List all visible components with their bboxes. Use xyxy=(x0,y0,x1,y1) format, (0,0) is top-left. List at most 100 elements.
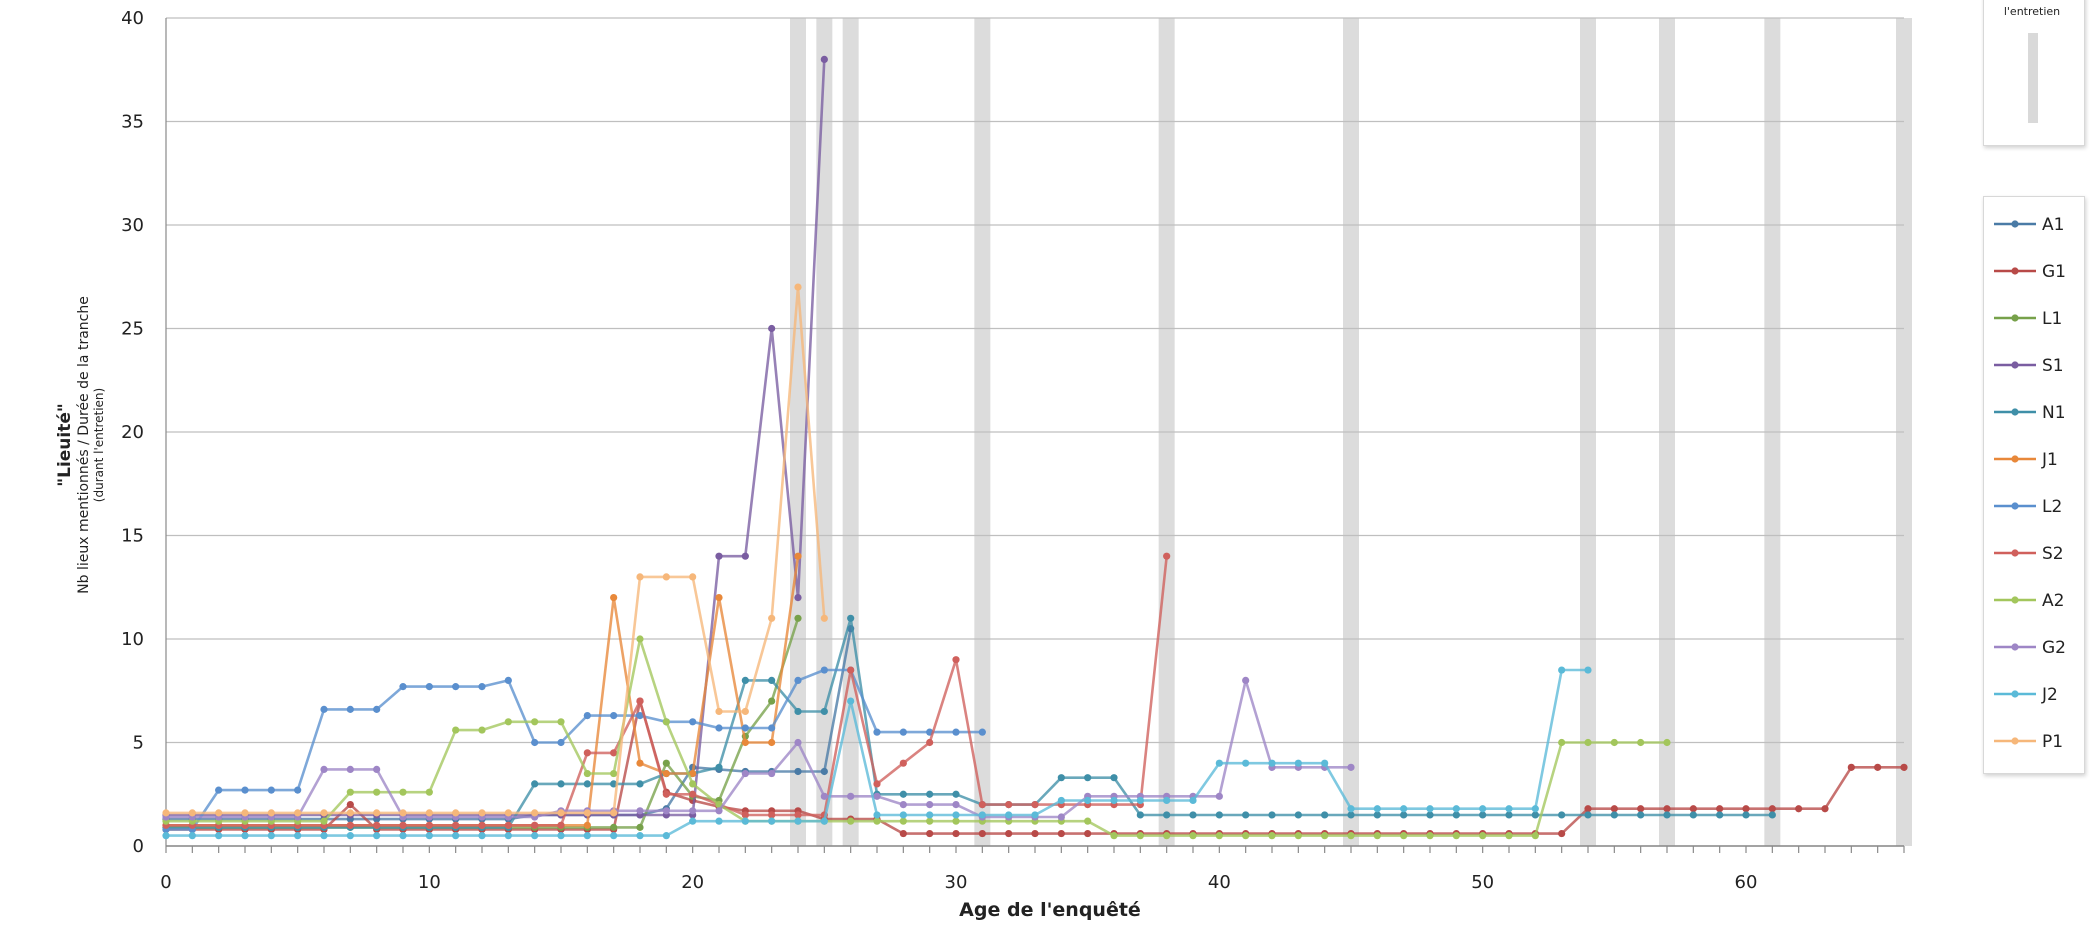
point-P1-4 xyxy=(267,809,275,817)
point-G2-25 xyxy=(820,792,828,800)
point-J2-42 xyxy=(1268,759,1276,767)
legend-item-J1: J1 xyxy=(1994,450,2058,470)
point-J1-24 xyxy=(794,552,802,560)
point-A2-9 xyxy=(399,788,407,796)
point-A2-13 xyxy=(504,718,512,726)
point-A1-25 xyxy=(820,767,828,776)
point-L2-20 xyxy=(689,718,697,726)
point-J2-45 xyxy=(1347,805,1355,813)
point-G1-7 xyxy=(346,801,354,809)
point-G2-24 xyxy=(794,738,802,747)
point-N1-18 xyxy=(636,780,644,788)
legend-label-P1: P1 xyxy=(2042,732,2063,752)
point-A2-45 xyxy=(1347,832,1355,840)
point-G1-56 xyxy=(1637,805,1645,813)
x-tick-label-60: 60 xyxy=(1735,872,1758,893)
point-J2-17 xyxy=(610,832,618,840)
x-tick-label-30: 30 xyxy=(945,872,968,893)
point-L2-15 xyxy=(557,738,565,747)
point-S2-7 xyxy=(346,821,354,829)
legend-item-S2: S2 xyxy=(1994,544,2064,564)
point-N1-53 xyxy=(1558,811,1566,819)
point-J2-38 xyxy=(1163,796,1171,805)
point-J2-2 xyxy=(215,832,223,840)
point-P1-22 xyxy=(741,707,749,716)
legend-item-N1: N1 xyxy=(1994,403,2066,423)
point-J2-20 xyxy=(689,817,697,825)
point-G2-29 xyxy=(926,801,934,809)
point-A2-52 xyxy=(1531,832,1539,840)
point-G2-30 xyxy=(952,801,960,809)
point-S2-14 xyxy=(531,821,539,829)
point-A2-49 xyxy=(1452,832,1460,840)
point-A2-57 xyxy=(1663,738,1671,747)
series-line-L2 xyxy=(166,668,983,831)
series-line-J1 xyxy=(166,556,800,827)
y-tick-label-20: 20 xyxy=(121,422,144,443)
point-S2-19 xyxy=(662,790,670,798)
point-J2-6 xyxy=(320,832,328,840)
point-S2-13 xyxy=(504,821,512,829)
y-tick-label-5: 5 xyxy=(133,733,144,754)
point-J2-10 xyxy=(425,832,433,840)
point-S2-22 xyxy=(741,811,749,819)
point-G2-45 xyxy=(1347,763,1355,771)
legend-marker-J2 xyxy=(2011,690,2019,698)
point-L1-19 xyxy=(662,759,670,767)
point-A2-7 xyxy=(346,788,354,796)
legend-label-L2: L2 xyxy=(2042,497,2062,517)
point-P1-19 xyxy=(662,573,670,581)
horizontal-gridlines xyxy=(166,17,1904,847)
y-tick-label-40: 40 xyxy=(121,8,144,29)
point-G2-8 xyxy=(373,765,381,774)
y-tick-label-30: 30 xyxy=(121,215,144,236)
point-J2-21 xyxy=(715,817,723,825)
legend-label-A1: A1 xyxy=(2042,215,2064,235)
x-axis-label: Age de l'enquêté xyxy=(959,899,1141,921)
point-A2-46 xyxy=(1373,832,1381,840)
point-A2-48 xyxy=(1426,832,1434,840)
y-axis-label-sub2: (durant l'entretien) xyxy=(92,388,106,502)
point-L2-18 xyxy=(636,711,644,720)
point-J2-26 xyxy=(847,697,855,705)
point-S2-18 xyxy=(636,697,644,705)
y-tick-label-25: 25 xyxy=(121,319,144,340)
point-L2-21 xyxy=(715,724,723,732)
point-L1-17 xyxy=(610,823,618,831)
point-A2-16 xyxy=(583,769,591,778)
legend-label-J1: J1 xyxy=(2041,450,2058,470)
marker-legend: l'entretien xyxy=(1983,0,2085,146)
point-S2-29 xyxy=(926,738,934,747)
point-A2-12 xyxy=(478,726,486,734)
point-L1-23 xyxy=(768,697,776,705)
point-N1-60 xyxy=(1742,811,1750,819)
point-G2-40 xyxy=(1215,792,1223,800)
point-S2-24 xyxy=(794,811,802,819)
point-J2-0 xyxy=(162,832,170,840)
legend-label-J2: J2 xyxy=(2041,685,2058,705)
series-line-G2 xyxy=(166,679,1351,819)
point-G1-66 xyxy=(1900,763,1908,771)
point-J2-30 xyxy=(952,811,960,819)
point-J2-19 xyxy=(662,832,670,840)
marker-legend-swatch xyxy=(2028,33,2038,123)
point-S2-28 xyxy=(899,759,907,767)
point-N1-57 xyxy=(1663,811,1671,819)
point-L2-16 xyxy=(583,711,591,720)
point-A2-35 xyxy=(1084,817,1092,825)
point-J1-20 xyxy=(689,769,697,778)
point-S2-26 xyxy=(847,666,855,674)
point-S2-15 xyxy=(557,821,565,829)
point-G1-53 xyxy=(1558,829,1566,838)
point-J1-17 xyxy=(610,594,618,602)
point-N1-15 xyxy=(557,780,565,788)
point-G1-33 xyxy=(1031,829,1039,838)
point-J2-3 xyxy=(241,832,249,840)
point-J2-16 xyxy=(583,832,591,840)
point-G2-26 xyxy=(847,792,855,800)
point-J2-28 xyxy=(899,811,907,819)
legend-marker-L2 xyxy=(2011,502,2019,510)
point-L2-13 xyxy=(504,676,512,685)
point-P1-21 xyxy=(715,707,723,716)
point-L2-4 xyxy=(267,786,275,794)
